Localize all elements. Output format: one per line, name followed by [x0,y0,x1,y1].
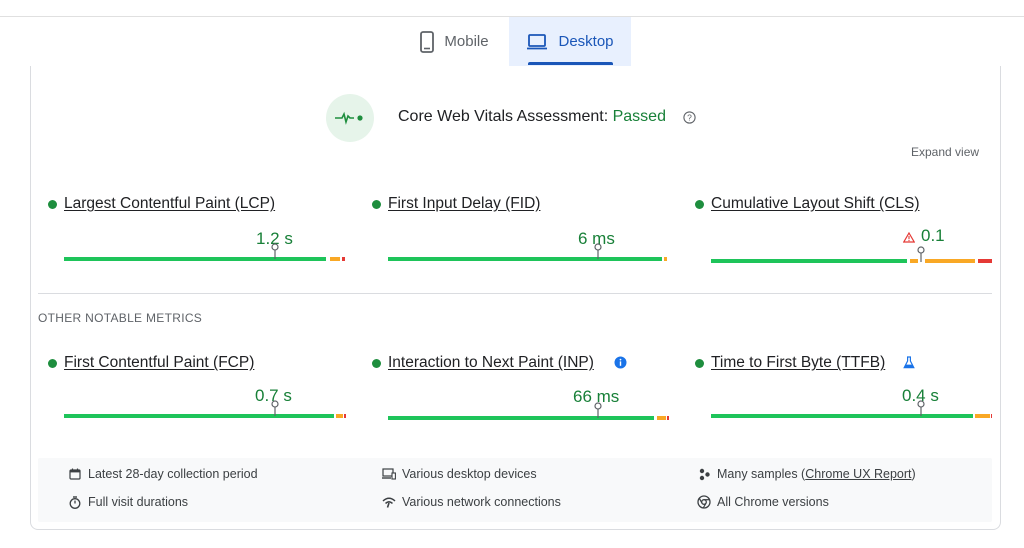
section-divider [38,293,992,294]
metric-lcp-value: 1.2 s [256,229,293,248]
info-versions: All Chrome versions [697,495,829,509]
status-dot [48,200,57,209]
tab-mobile-label: Mobile [444,33,489,50]
metric-fcp-name[interactable]: First Contentful Paint (FCP) [64,354,255,371]
info-samples-suffix: ) [911,467,916,481]
laptop-icon [526,33,548,50]
info-network: Various network connections [382,495,561,509]
bar-good [711,259,907,263]
bar-needs-improvement [664,257,667,261]
info-icon[interactable] [614,356,627,369]
chrome-icon [697,495,711,509]
chrome-ux-report-link[interactable]: Chrome UX Report [805,467,912,481]
stopwatch-icon [68,495,82,509]
assessment-status: Passed [612,108,666,125]
bar-good [64,257,326,261]
top-border [0,16,1024,17]
warning-triangle-icon [903,232,915,243]
metric-ttfb-value: 0.4 s [902,386,939,405]
bar-poor [991,414,992,418]
section-label: OTHER NOTABLE METRICS [38,311,203,325]
bar-good [64,414,334,418]
metric-fcp-value: 0.7 s [255,386,292,405]
bar-needs-improvement [975,414,990,418]
percentile-marker [917,246,925,262]
bar-good [388,257,662,261]
info-versions-text: All Chrome versions [717,495,829,509]
assessment-label: Core Web Vitals Assessment: [398,108,613,125]
svg-text:?: ? [687,113,692,123]
percentile-marker [594,243,602,259]
results-card [30,66,1001,530]
metric-inp-name[interactable]: Interaction to Next Paint (INP) [388,354,594,371]
metric-cls-value: 0.1 [921,226,945,245]
bar-needs-improvement [336,414,343,418]
info-samples: Many samples (Chrome UX Report) [697,467,916,481]
bar-poor [344,414,346,418]
tab-selected-indicator [528,62,613,65]
percentile-marker [271,400,279,416]
tab-desktop[interactable]: Desktop [509,17,631,66]
percentile-marker [917,400,925,416]
assessment-title: Core Web Vitals Assessment: Passed [398,108,666,126]
info-devices-text: Various desktop devices [402,467,537,481]
status-dot [372,359,381,368]
bar-poor [978,259,992,263]
status-dot [695,359,704,368]
status-dot [695,200,704,209]
flask-icon[interactable] [903,356,915,369]
help-icon[interactable]: ? [683,111,696,129]
pulse-icon [326,94,374,142]
desktop-devices-icon [382,467,396,481]
info-devices: Various desktop devices [382,467,537,481]
metric-fid-name[interactable]: First Input Delay (FID) [388,195,541,212]
tab-mobile[interactable]: Mobile [400,17,509,66]
percentile-marker [594,402,602,418]
bar-good [388,416,654,420]
bar-needs-improvement [657,416,666,420]
info-network-text: Various network connections [402,495,561,509]
info-period-text: Latest 28-day collection period [88,467,258,481]
metric-inp-value: 66 ms [573,387,620,406]
bar-needs-improvement [910,259,918,263]
calendar-icon [68,467,82,481]
bar-good [711,414,973,418]
samples-icon [697,467,711,481]
bar-poor [667,416,669,420]
metric-cls-name[interactable]: Cumulative Layout Shift (CLS) [711,195,920,212]
info-durations: Full visit durations [68,495,188,509]
percentile-marker [271,243,279,259]
tab-desktop-label: Desktop [558,33,614,50]
metric-lcp-name[interactable]: Largest Contentful Paint (LCP) [64,195,276,212]
collection-info-panel [38,458,992,522]
metric-ttfb-name[interactable]: Time to First Byte (TTFB) [711,354,886,371]
info-period: Latest 28-day collection period [68,467,258,481]
bar-needs-improvement [925,259,975,263]
phone-icon [420,30,435,53]
info-durations-text: Full visit durations [88,495,189,509]
info-samples-prefix: Many samples ( [717,467,806,481]
metric-fid-value: 6 ms [578,229,615,248]
status-dot [372,200,381,209]
expand-view-button[interactable]: Expand view [911,145,980,159]
bar-poor [342,257,345,261]
network-icon [382,495,396,509]
status-dot [48,359,57,368]
bar-needs-improvement [330,257,340,261]
